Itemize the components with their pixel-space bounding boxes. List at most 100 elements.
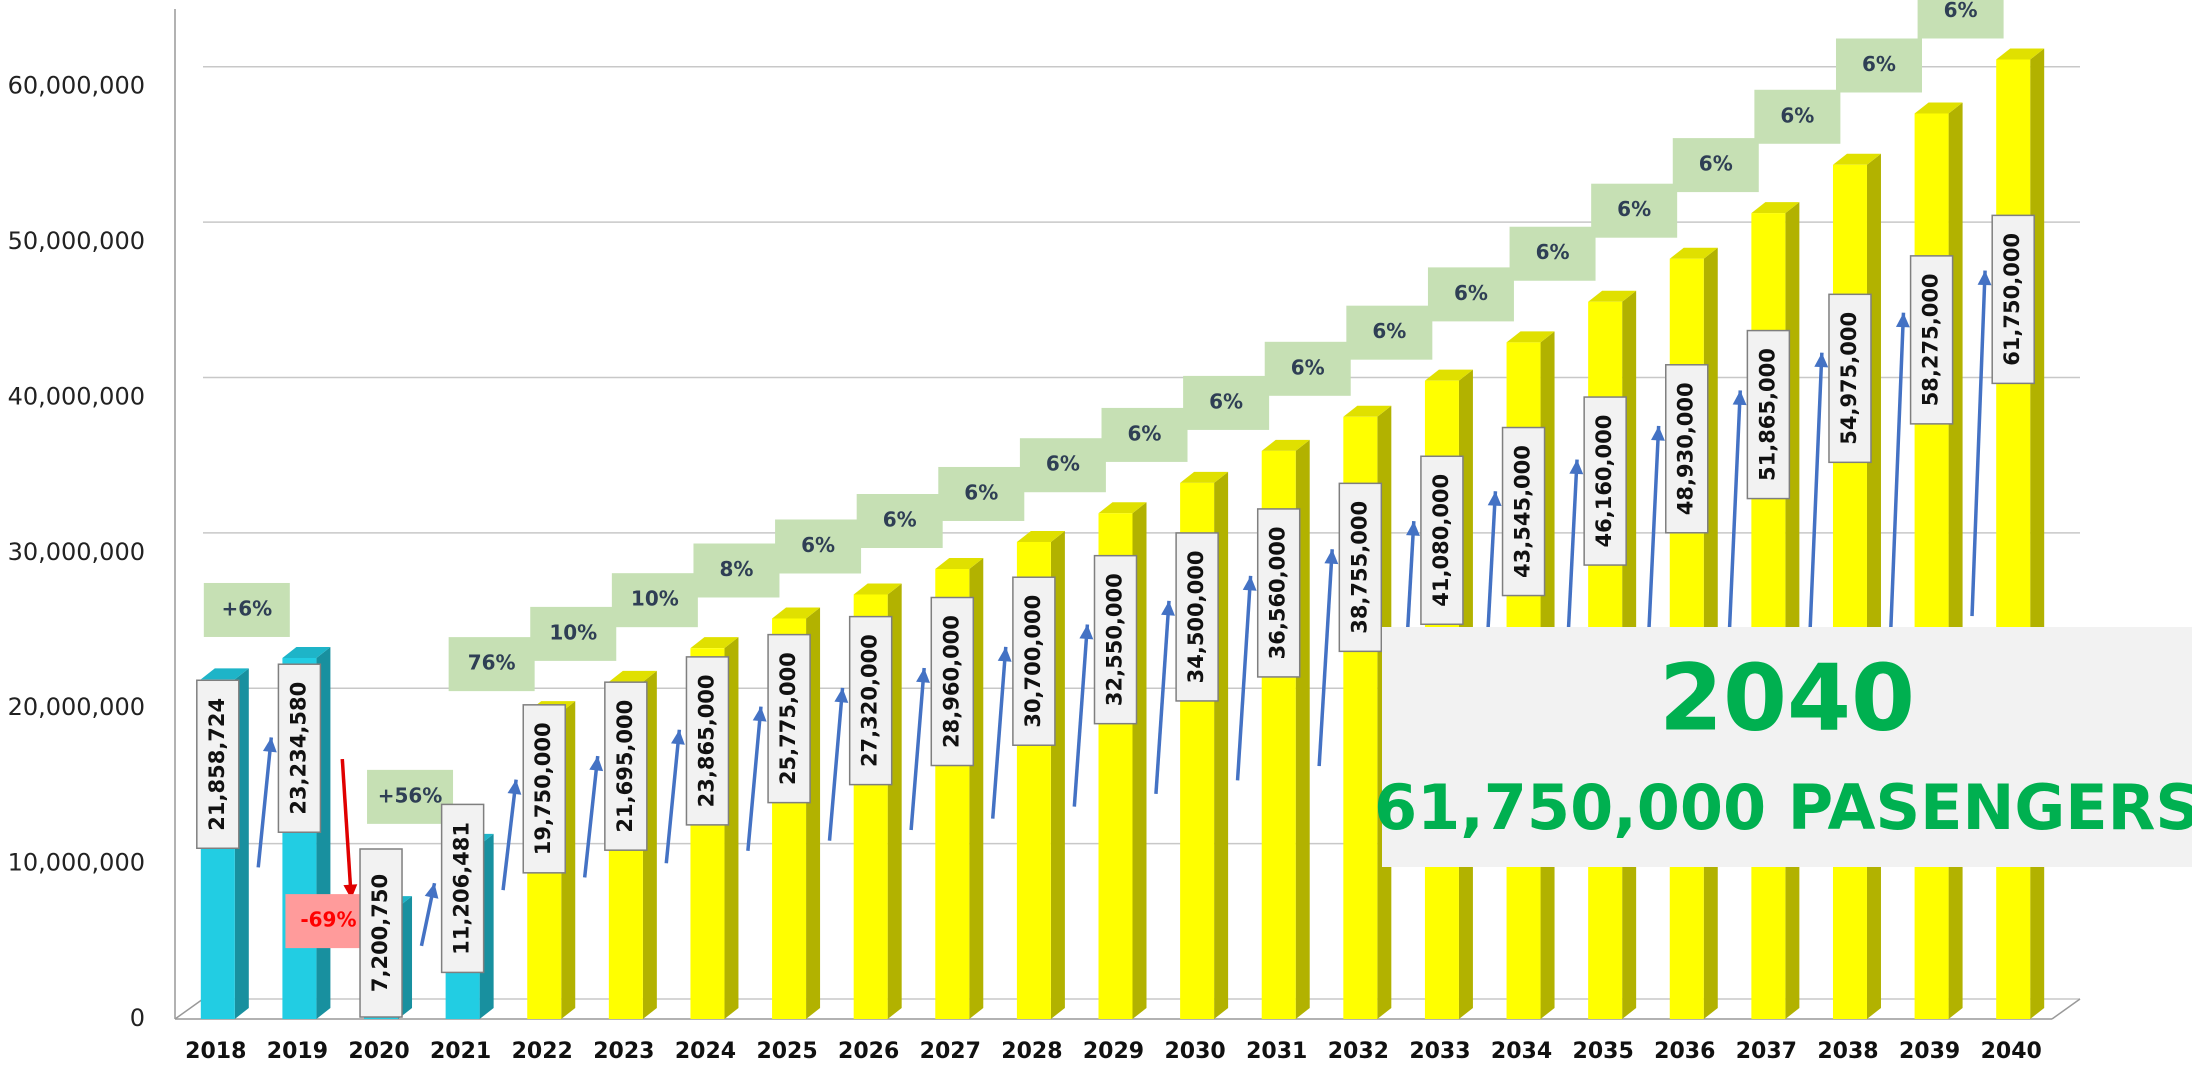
value-label: 30,700,000 — [1021, 595, 1045, 728]
value-label: 7,200,750 — [368, 874, 392, 992]
x-tick-label: 2039 — [1899, 1039, 1960, 1064]
growth-label: 6% — [801, 533, 835, 557]
bar-top — [1751, 202, 1800, 214]
growth-label: 6% — [1617, 197, 1651, 221]
value-label-box — [685, 656, 730, 826]
growth-label: 6% — [1209, 389, 1243, 413]
bar-top — [1914, 102, 1963, 114]
x-tick-label: 2023 — [593, 1039, 654, 1064]
value-label: 25,775,000 — [776, 652, 800, 785]
x-tick-label: 2040 — [1981, 1039, 2042, 1064]
bar — [1832, 164, 1867, 1019]
growth-arrow-head — [997, 646, 1012, 662]
x-tick-label: 2030 — [1164, 1039, 1225, 1064]
value-label: 36,560,000 — [1266, 527, 1290, 660]
growth-arrow — [1317, 549, 1334, 767]
bar-top — [1588, 290, 1637, 302]
growth-box — [1427, 267, 1514, 322]
value-label: 23,234,580 — [286, 682, 310, 815]
growth-arrow — [1970, 270, 1987, 617]
growth-box — [1754, 89, 1841, 144]
bar-top — [200, 668, 249, 680]
x-tick-label: 2033 — [1409, 1039, 1470, 1064]
x-tick-label: 2028 — [1001, 1039, 1062, 1064]
bar-top — [1343, 405, 1392, 417]
growth-box — [448, 637, 535, 692]
growth-arrow — [746, 706, 763, 851]
growth-arrow-head — [507, 779, 522, 795]
growth-arrow-head — [671, 729, 685, 745]
value-label: 34,500,000 — [1184, 551, 1208, 684]
bar-top — [853, 583, 902, 595]
decline-arrow — [340, 758, 354, 900]
growth-label: 6% — [1862, 52, 1896, 76]
x-tick-label: 2025 — [756, 1039, 817, 1064]
growth-box — [611, 573, 698, 628]
growth-arrow — [582, 755, 600, 878]
growth-label: +6% — [221, 596, 272, 620]
x-tick-label: 2024 — [675, 1039, 736, 1064]
x-tick-label: 2034 — [1491, 1039, 1552, 1064]
growth-arrow — [1235, 575, 1253, 781]
value-label-box — [522, 704, 566, 874]
value-label: 28,960,000 — [939, 615, 963, 748]
x-tick-label: 2037 — [1736, 1039, 1797, 1064]
growth-box — [1346, 305, 1433, 360]
growth-label: 6% — [1372, 319, 1406, 343]
growth-label: -69% — [300, 908, 356, 932]
growth-box — [1019, 438, 1106, 493]
bar-top — [1261, 439, 1310, 451]
y-tick-label: 0 — [130, 1004, 145, 1032]
growth-arrow-head — [916, 668, 930, 683]
value-label-box — [1420, 455, 1464, 626]
value-label: 51,865,000 — [1755, 348, 1779, 481]
growth-arrow — [1072, 624, 1090, 807]
growth-arrow — [909, 667, 926, 831]
growth-arrow-head — [834, 687, 849, 703]
growth-label: 6% — [1454, 281, 1488, 305]
growth-label: 8% — [719, 557, 753, 581]
bar-top — [282, 646, 331, 658]
bar-side — [1785, 202, 1800, 1020]
growth-arrow-head — [424, 883, 439, 899]
callout-text: 61,750,000 PASENGERS — [1374, 771, 2192, 844]
growth-arrow-head — [1814, 352, 1829, 368]
growth-box — [693, 543, 780, 598]
value-label-box — [1828, 293, 1872, 464]
growth-label: 6% — [1699, 152, 1733, 176]
growth-label: 6% — [1944, 0, 1978, 22]
growth-box — [203, 582, 290, 637]
growth-arrow-head — [1732, 390, 1747, 406]
y-tick-label: 20,000,000 — [8, 693, 145, 721]
x-tick-label: 2036 — [1654, 1039, 1715, 1064]
growth-label: 6% — [883, 508, 917, 532]
value-label: 21,695,000 — [613, 700, 637, 833]
growth-label: 10% — [631, 587, 679, 611]
bar — [1914, 113, 1949, 1019]
x-tick-label: 2026 — [838, 1039, 899, 1064]
growth-arrow-head — [589, 756, 604, 772]
bar-top — [690, 637, 739, 649]
bar-top — [1098, 502, 1147, 514]
growth-box — [1101, 407, 1188, 462]
growth-label: 6% — [1128, 421, 1162, 445]
growth-arrow-head — [1569, 459, 1584, 475]
value-label-box — [1501, 426, 1546, 597]
value-label: 21,858,724 — [205, 698, 229, 831]
value-label-box — [1746, 329, 1791, 500]
growth-arrow — [501, 779, 518, 891]
value-label: 23,865,000 — [694, 674, 718, 807]
value-label-box — [1093, 554, 1138, 725]
growth-box — [1591, 183, 1678, 238]
value-label-box — [604, 681, 648, 851]
value-label-box — [1991, 214, 2035, 385]
bar-top — [1996, 48, 2045, 60]
growth-box — [1264, 341, 1351, 396]
value-label-box — [196, 679, 240, 850]
x-tick-label: 2027 — [920, 1039, 981, 1064]
bar-top — [935, 558, 984, 570]
growth-label: 76% — [468, 651, 516, 675]
growth-box — [530, 606, 617, 661]
bar-side — [2030, 48, 2045, 1019]
growth-label: 6% — [964, 480, 998, 504]
